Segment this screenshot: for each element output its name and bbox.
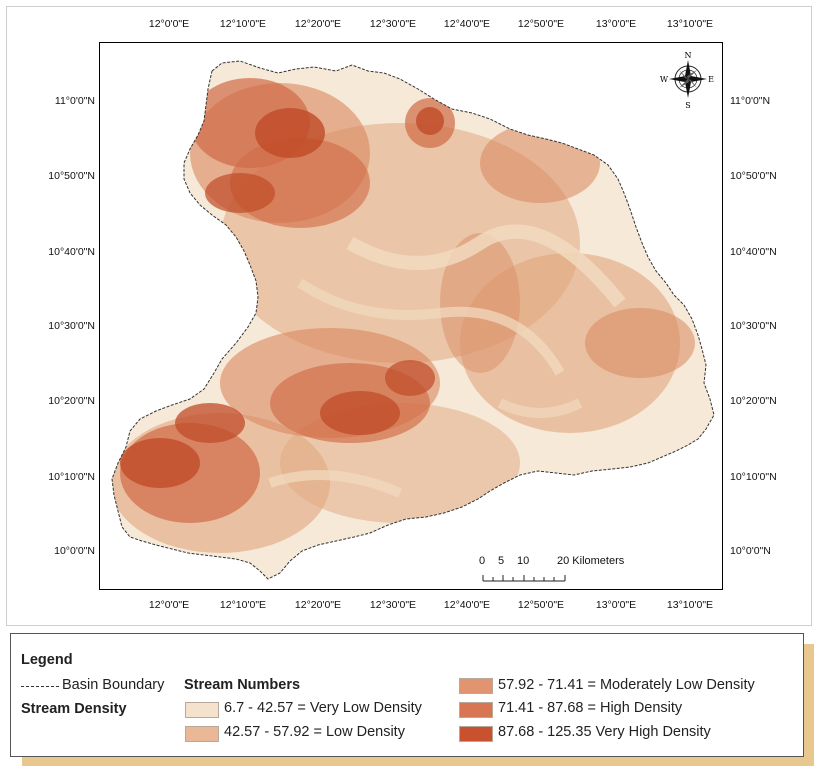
bottom-tick-label: 13°10'0"E: [666, 599, 714, 611]
bottom-tick-label: 13°0'0"E: [595, 599, 637, 611]
swatch-moderately-low: [459, 678, 493, 694]
compass-n: N: [685, 51, 692, 60]
top-tick-label: 12°50'0"E: [517, 18, 565, 30]
class-very-low-label: 6.7 - 42.57 = Very Low Density: [224, 700, 422, 716]
bottom-tick-label: 12°0'0"E: [148, 599, 190, 611]
class-low-label: 42.57 - 57.92 = Low Density: [224, 724, 405, 740]
compass-w: W: [660, 75, 669, 84]
top-tick-label: 12°0'0"E: [148, 18, 190, 30]
right-tick-label: 10°30'0"N: [730, 320, 777, 332]
scale-bar: [482, 575, 566, 582]
class-moderately-low-label: 57.92 - 71.41 = Moderately Low Density: [498, 677, 755, 693]
scale-label-10: 10: [517, 555, 530, 567]
top-tick-label: 13°10'0"E: [666, 18, 714, 30]
top-tick-label: 12°20'0"E: [294, 18, 342, 30]
swatch-high: [459, 702, 493, 718]
left-tick-label: 10°0'0"N: [54, 545, 95, 557]
scale-label-0: 0: [479, 555, 486, 567]
bottom-tick-label: 12°50'0"E: [517, 599, 565, 611]
right-tick-label: 10°10'0"N: [730, 471, 777, 483]
stream-density-label: Stream Density: [21, 701, 127, 717]
north-arrow-icon: N S E W: [660, 51, 714, 110]
left-tick-label: 11°0'0"N: [54, 95, 95, 107]
top-tick-label: 12°30'0"E: [369, 18, 417, 30]
basin-boundary-symbol: [21, 686, 59, 687]
right-tick-label: 11°0'0"N: [730, 95, 771, 107]
left-tick-label: 10°30'0"N: [48, 320, 95, 332]
legend: Legend Basin Boundary Stream Numbers Str…: [10, 633, 804, 757]
left-tick-label: 10°20'0"N: [48, 395, 95, 407]
legend-title: Legend: [21, 652, 73, 668]
bottom-tick-label: 12°20'0"E: [294, 599, 342, 611]
map-panel: N S E W 0 5 10 20 Kilometers: [99, 42, 723, 590]
right-tick-label: 10°40'0"N: [730, 246, 777, 258]
basin-map: N S E W: [111, 51, 715, 582]
bottom-tick-label: 12°40'0"E: [443, 599, 491, 611]
stream-density-raster: [112, 78, 695, 553]
right-tick-label: 10°50'0"N: [730, 170, 777, 182]
map-frame: [6, 6, 812, 626]
basin-boundary-label: Basin Boundary: [62, 677, 165, 693]
compass-s: S: [685, 101, 690, 110]
basin-boundary: [111, 60, 715, 580]
swatch-low: [185, 726, 219, 742]
top-tick-label: 13°0'0"E: [595, 18, 637, 30]
left-tick-label: 10°50'0"N: [48, 170, 95, 182]
compass-e: E: [708, 75, 714, 84]
left-tick-label: 10°40'0"N: [48, 246, 95, 258]
top-tick-label: 12°40'0"E: [443, 18, 491, 30]
scale-label-20: 20 Kilometers: [557, 555, 625, 567]
swatch-very-high: [459, 726, 493, 742]
scale-label-5: 5: [498, 555, 505, 567]
class-high-label: 71.41 - 87.68 = High Density: [498, 700, 683, 716]
bottom-tick-label: 12°10'0"E: [219, 599, 267, 611]
right-tick-label: 10°20'0"N: [730, 395, 777, 407]
bottom-tick-label: 12°30'0"E: [369, 599, 417, 611]
stream-numbers-label: Stream Numbers: [184, 677, 301, 693]
top-tick-label: 12°10'0"E: [219, 18, 267, 30]
class-very-high-label: 87.68 - 125.35 Very High Density: [498, 724, 711, 740]
swatch-very-low: [185, 702, 219, 718]
left-tick-label: 10°10'0"N: [48, 471, 95, 483]
right-tick-label: 10°0'0"N: [730, 545, 771, 557]
